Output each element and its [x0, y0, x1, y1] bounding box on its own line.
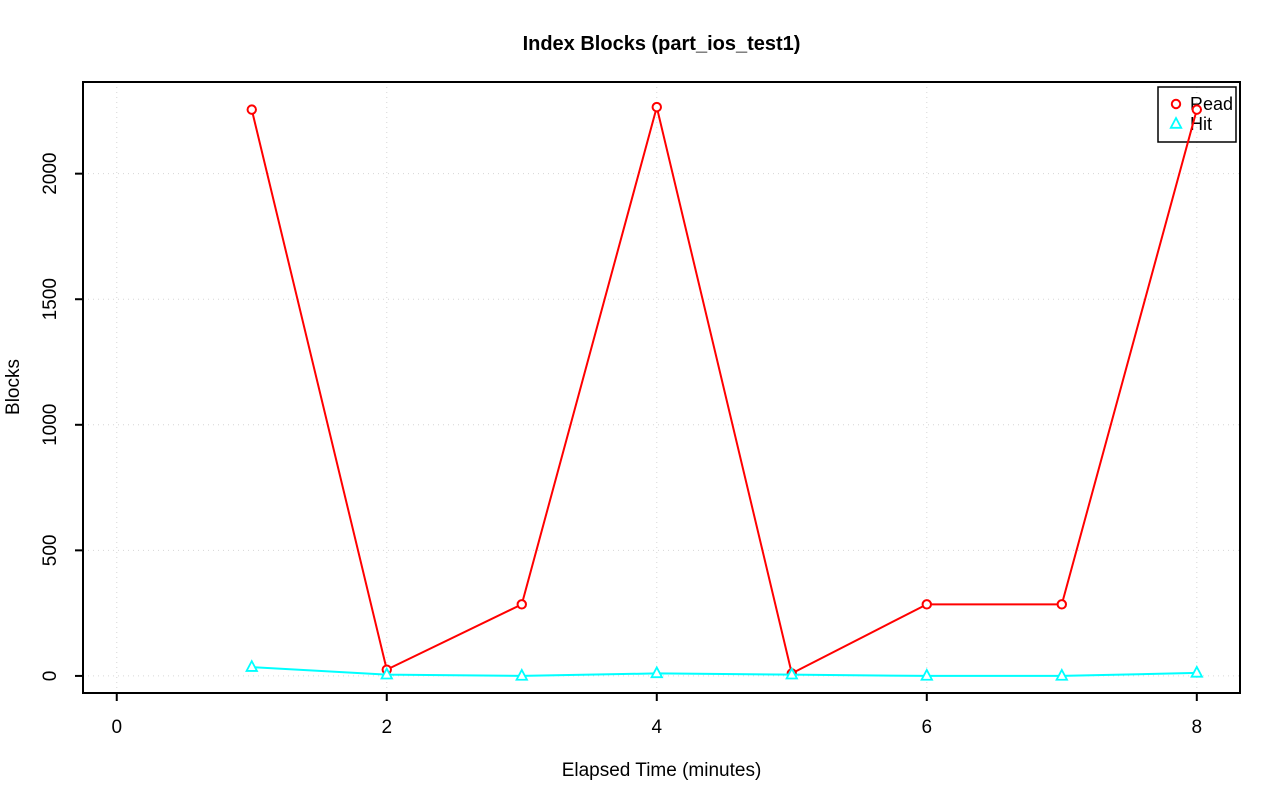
marker-triangle: [1190, 664, 1204, 678]
x-tick-label: 2: [381, 717, 392, 738]
y-tick-label: 1000: [40, 404, 61, 446]
marker-circle: [516, 599, 527, 610]
marker-triangle: [1055, 668, 1069, 681]
marker-circle: [1170, 98, 1182, 110]
marker-circle: [921, 599, 932, 610]
y-axis-label: Blocks: [3, 359, 24, 415]
plot-border: [82, 81, 1241, 694]
chart-title: Index Blocks (part_ios_test1): [522, 33, 801, 55]
marker-circle: [1056, 599, 1067, 610]
x-tick-label: 6: [921, 717, 932, 738]
marker-triangle: [380, 666, 394, 680]
legend-box: [1157, 86, 1237, 143]
legend-label-hit: Hit: [1190, 114, 1212, 134]
x-tick-label: 4: [651, 717, 662, 738]
marker-triangle: [785, 666, 799, 680]
marker-triangle: [1169, 116, 1183, 129]
marker-circle: [246, 104, 257, 115]
y-tick-label: 2000: [40, 153, 61, 195]
marker-triangle: [650, 665, 664, 679]
series-line-read: [250, 106, 1198, 675]
x-tick-label: 8: [1192, 717, 1203, 738]
marker-triangle: [515, 668, 529, 681]
marker-circle: [651, 101, 662, 113]
y-tick-label: 500: [40, 535, 61, 567]
x-axis-label: Elapsed Time (minutes): [561, 760, 762, 781]
x-tick-label: 0: [111, 717, 122, 738]
marker-triangle: [245, 659, 259, 672]
marker-triangle: [920, 668, 934, 681]
y-tick-label: 0: [40, 671, 61, 682]
marker-circle: [1191, 104, 1202, 115]
series-line-hit: [251, 666, 1197, 677]
y-tick-label: 1500: [40, 278, 61, 320]
